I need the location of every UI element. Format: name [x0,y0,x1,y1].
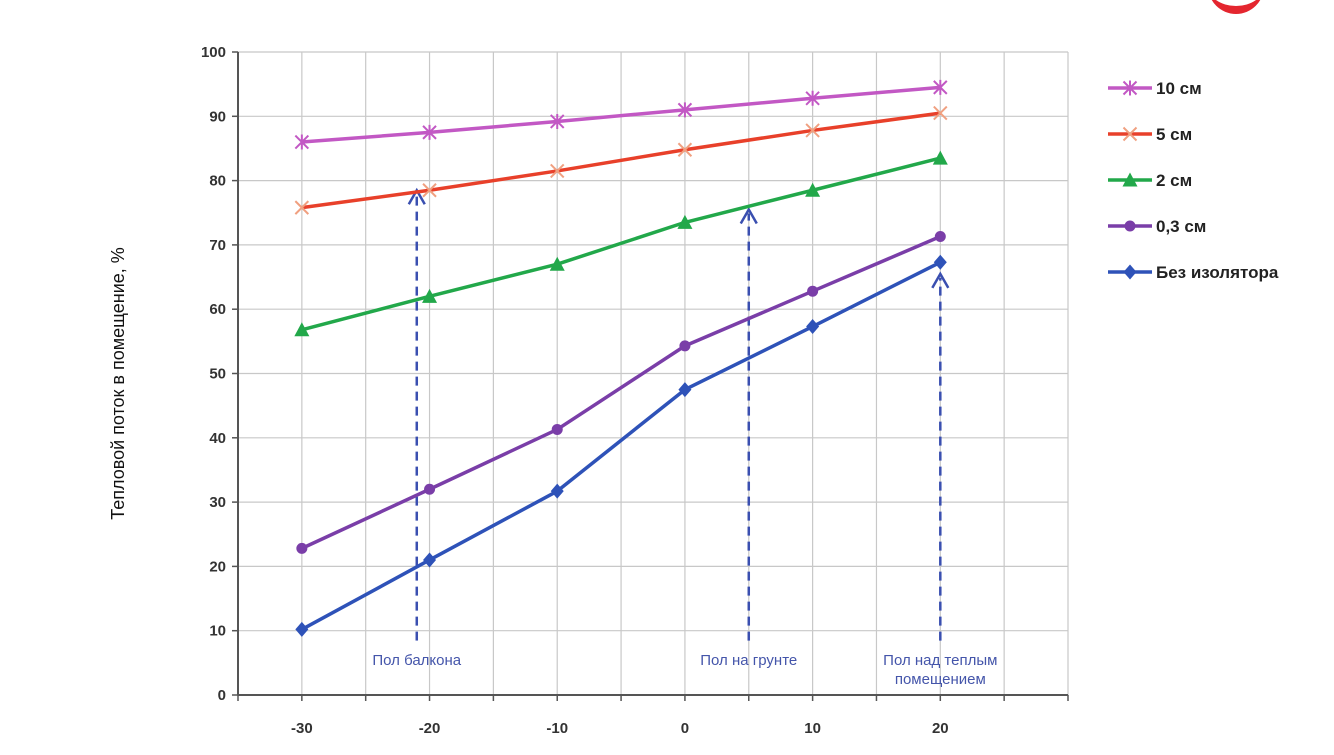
y-tick-label: 40 [209,430,226,447]
data-point [423,552,437,568]
data-point [550,113,565,129]
y-tick-label: 30 [209,494,226,511]
data-point [550,483,564,499]
y-tick-label: 60 [209,301,226,318]
data-point [550,163,565,179]
data-point [1123,264,1137,280]
data-point [295,621,309,637]
data-point [805,90,820,106]
legend-label: Без изолятора [1156,263,1279,282]
grid [237,51,1069,696]
data-point [678,382,692,398]
y-axis-label: Тепловой поток в помещение, % [108,247,128,520]
data-point [934,231,946,243]
data-point [806,319,820,335]
data-point [679,340,691,352]
legend: 10 см 5 см 2 см 0,3 см Без изолятора [1108,79,1279,282]
data-point [805,123,820,138]
x-tick-label: -20 [419,720,441,737]
data-point [1122,172,1138,187]
data-point [807,285,819,297]
series-line [301,85,941,144]
annotation-label: Пол балкона [372,652,461,669]
x-tick-label: 10 [804,720,821,737]
data-point [549,256,565,271]
data-point [294,134,310,150]
x-tick-label: -30 [291,720,313,737]
data-point [677,214,693,229]
axes: 0 10 20 30 40 50 60 70 80 90 100 -30 -20 -10 0 10 20 [201,44,1069,737]
series-line [301,234,941,550]
annotations: Пол балкона Пол на грунте Пол над теплым по… [372,187,997,688]
legend-label: 0,3 см [1156,217,1206,236]
series-line [301,156,941,332]
y-tick-label: 20 [209,558,226,575]
x-tick-label: 0 [681,720,689,737]
y-tick-label: 0 [218,687,226,704]
y-tick-label: 100 [201,44,226,61]
x-tick-label: 20 [932,720,949,737]
data-point [422,183,437,198]
y-tick-label: 80 [209,173,226,190]
annotation-label: помещением [895,671,986,688]
legend-label: 2 см [1156,171,1192,190]
data-point [677,142,693,157]
data-point [932,150,948,165]
legend-label: 10 см [1156,79,1202,98]
data-point [933,79,948,95]
annotation-arrow-head [931,271,950,289]
legend-label: 5 см [1156,125,1192,144]
data-point [551,423,563,435]
annotation-label: Пол над теплым [883,652,997,669]
series-line [301,111,941,210]
data-point [1122,80,1138,96]
y-tick-label: 90 [209,108,226,125]
data-point [424,483,436,495]
data-point [1124,220,1136,232]
series [294,79,948,637]
data-point [422,124,437,140]
y-tick-label: 50 [209,366,226,383]
data-point [422,288,438,303]
data-point [294,200,310,215]
brand-swoosh-logo [1208,0,1264,14]
data-point [933,254,947,270]
data-point [296,542,308,554]
series-line [301,260,942,631]
data-point [677,102,693,118]
annotation-label: Пол на грунте [700,652,797,669]
y-tick-label: 70 [209,237,226,254]
data-point [1122,126,1138,142]
annotation-arrow-head [739,207,758,225]
data-point [805,182,821,197]
y-tick-label: 10 [209,623,226,640]
data-point [933,105,948,121]
x-tick-label: -10 [546,720,568,737]
data-point [294,322,310,337]
